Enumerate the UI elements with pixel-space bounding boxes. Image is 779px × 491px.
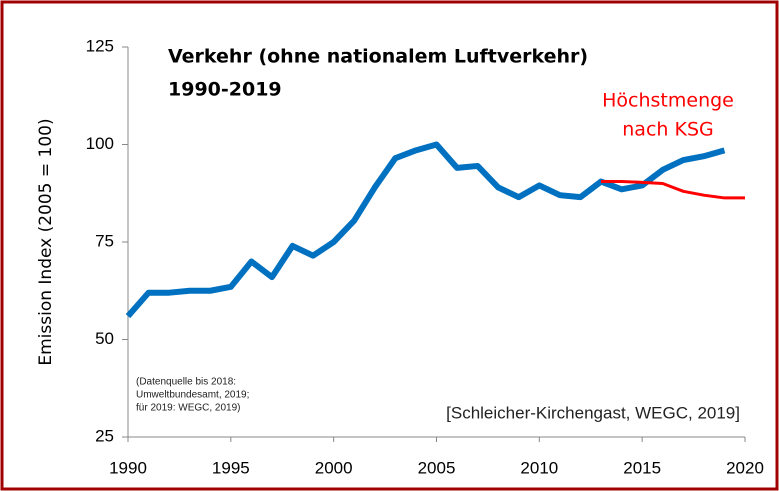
y-tick-label: 100 <box>86 134 114 153</box>
x-tick-label: 2015 <box>623 458 661 477</box>
y-tick-label: 125 <box>86 36 114 55</box>
y-axis-label: Emission Index (2005 = 100) <box>36 118 56 365</box>
source-note: für 2019: WEGC, 2019) <box>136 403 241 414</box>
series-line <box>125 141 726 319</box>
x-tick-label: 2000 <box>315 458 353 477</box>
source-note: (Datenquelle bis 2018: <box>136 377 236 388</box>
source-note: Umweltbundesamt, 2019; <box>136 390 249 401</box>
citation: [Schleicher-Kirchengast, WEGC, 2019] <box>446 403 740 422</box>
y-tick-label: 75 <box>95 231 114 250</box>
annotation: Höchstmenge <box>602 90 734 112</box>
chart-title: Verkehr (ohne nationalem Luftverkehr) <box>168 46 588 68</box>
series-line <box>601 180 745 200</box>
x-tick-label: 2010 <box>520 458 558 477</box>
x-tick-label: 1990 <box>109 458 147 477</box>
chart-title: 1990-2019 <box>168 79 282 101</box>
x-tick-label: 2020 <box>726 458 764 477</box>
annotation: nach KSG <box>622 119 713 141</box>
y-tick-label: 25 <box>95 426 114 445</box>
x-tick-label: 1995 <box>212 458 250 477</box>
y-tick-label: 50 <box>95 329 114 348</box>
x-tick-label: 2005 <box>418 458 456 477</box>
